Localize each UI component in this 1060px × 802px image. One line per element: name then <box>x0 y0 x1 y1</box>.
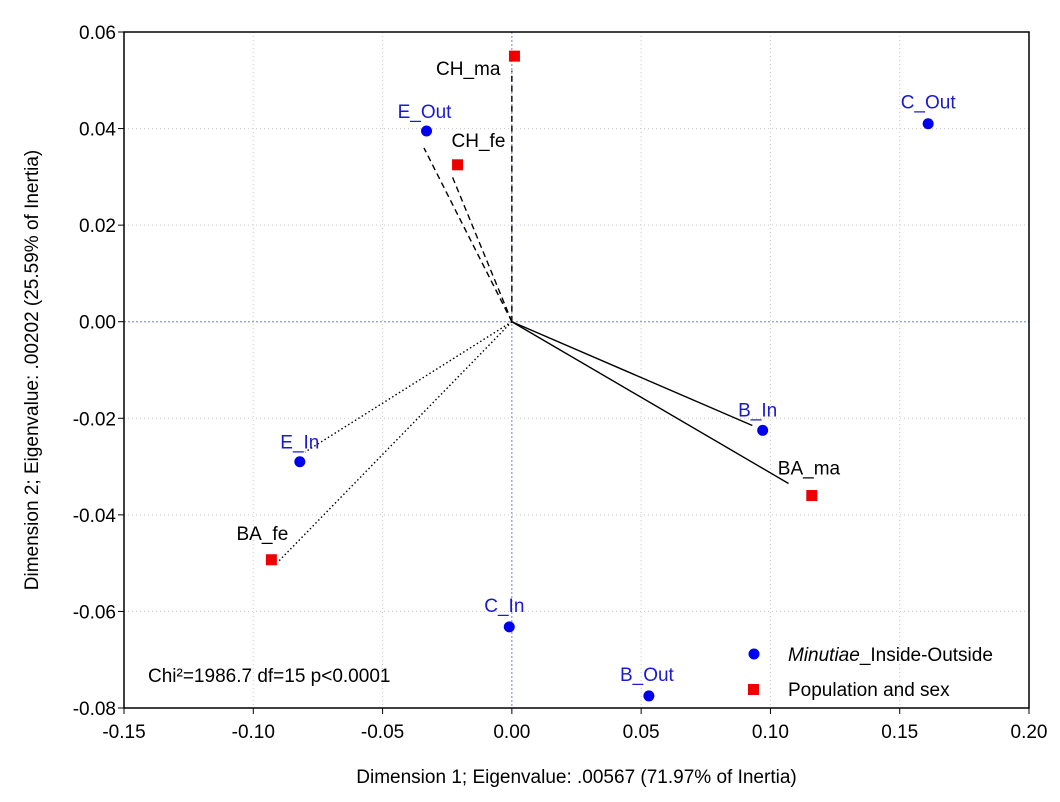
x-tick-label: -0.15 <box>102 722 145 743</box>
data-points: C_Out E_Out B_In E_In C_In B_Out CH_ma CH_fe BA_… <box>237 50 957 702</box>
zero-reference-lines <box>124 32 1029 708</box>
point-ch-ma <box>508 50 520 62</box>
point-ba-ma <box>806 490 818 502</box>
point-b-in <box>757 424 769 436</box>
point-label-b-out: B_Out <box>620 665 675 686</box>
point-label-e-out: E_Out <box>398 102 453 123</box>
point-label-c-in: C_In <box>484 596 524 617</box>
legend-label-population: Population and sex <box>788 680 950 701</box>
point-c-out <box>922 118 934 130</box>
y-tick-label: 0.04 <box>79 120 116 141</box>
point-b-out <box>643 690 655 702</box>
point-e-out <box>421 125 433 137</box>
grid <box>123 31 1030 709</box>
vector-line-solid <box>511 321 753 427</box>
legend-circle-marker <box>748 648 760 660</box>
point-label-b-in: B_In <box>738 400 777 421</box>
vector-line-dashed <box>451 176 513 322</box>
x-tick-labels: -0.15 -0.10 -0.05 0.00 0.05 0.10 0.15 0.20 <box>102 708 1047 743</box>
y-tick-label: 0.00 <box>79 313 116 334</box>
legend-square-marker <box>748 684 759 695</box>
y-tick-label: -0.04 <box>73 506 117 527</box>
point-label-ch-ma: CH_ma <box>436 59 501 80</box>
vector-line-dotted <box>304 321 513 453</box>
point-c-in <box>503 621 515 633</box>
point-label-ba-ma: BA_ma <box>778 459 841 480</box>
x-tick-label: 0.00 <box>493 722 530 743</box>
vector-line-solid <box>511 321 789 485</box>
y-axis-label: Dimension 2; Eigenvalue: .00202 (25.59% … <box>22 150 43 590</box>
point-label-ch-fe: CH_fe <box>452 131 506 152</box>
chi-square-annotation: Chi²=1986.7 df=15 p<0.0001 <box>148 666 390 687</box>
vector-lines <box>278 70 789 562</box>
point-label-e-in: E_In <box>280 433 319 454</box>
x-axis-label: Dimension 1; Eigenvalue: .00567 (71.97% … <box>356 767 796 788</box>
legend-label-minutiae: Minutiae_Inside-Outside <box>788 645 993 666</box>
point-label-ba-fe: BA_fe <box>237 524 289 545</box>
vector-line-dashed <box>423 147 513 323</box>
y-tick-label: 0.02 <box>79 216 116 237</box>
y-tick-label: -0.02 <box>73 409 116 430</box>
legend-italic-part: Minutiae <box>788 645 860 666</box>
y-tick-label: 0.06 <box>79 23 116 44</box>
legend-rest-part: _Inside-Outside <box>859 645 993 666</box>
x-tick-label: 0.05 <box>623 722 660 743</box>
point-ch-fe <box>452 159 464 171</box>
x-tick-label: -0.10 <box>232 722 275 743</box>
legend: Minutiae_Inside-Outside Population and s… <box>748 645 993 701</box>
x-tick-label: 0.20 <box>1011 722 1048 743</box>
point-ba-fe <box>265 554 277 566</box>
plot-frame <box>123 31 1030 709</box>
point-label-c-out: C_Out <box>901 93 957 114</box>
x-tick-label: 0.10 <box>752 722 789 743</box>
y-tick-label: -0.08 <box>73 699 116 720</box>
point-e-in <box>294 456 306 468</box>
x-tick-label: -0.05 <box>361 722 404 743</box>
y-tick-label: -0.06 <box>73 602 116 623</box>
y-tick-labels: 0.06 0.04 0.02 0.00 -0.02 -0.04 -0.06 -0.08 <box>73 23 124 720</box>
x-tick-label: 0.15 <box>881 722 918 743</box>
